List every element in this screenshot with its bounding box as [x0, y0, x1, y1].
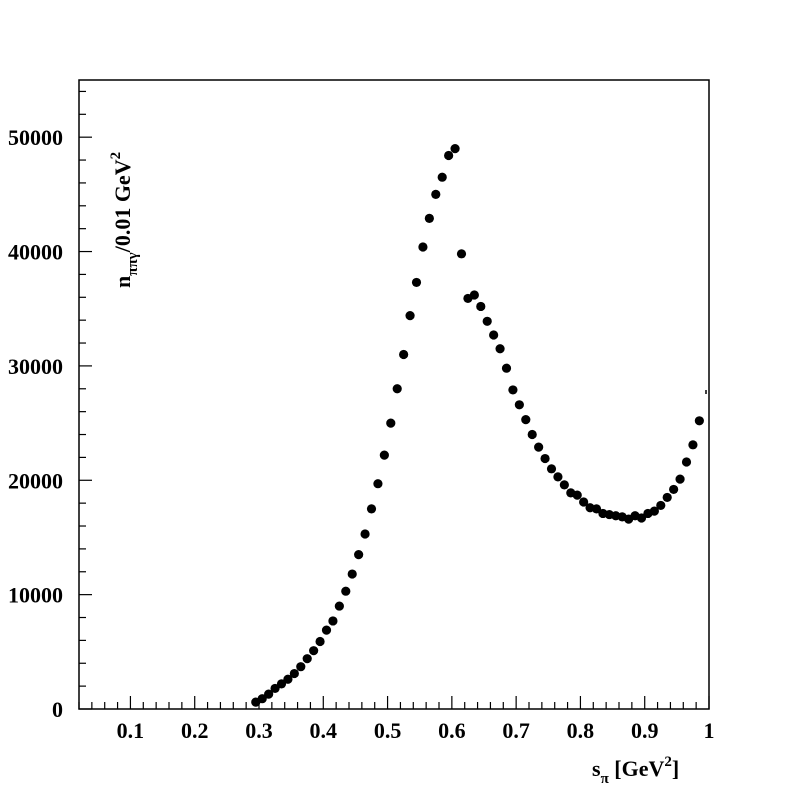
data-point [366, 504, 377, 514]
y-axis: 0 10000 20000 30000 40000 50000 [8, 90, 92, 722]
data-point [553, 472, 563, 482]
data-point [579, 497, 589, 507]
data-point [444, 150, 454, 161]
data-point [681, 457, 692, 467]
data-point [276, 679, 287, 689]
y-tick-label: 0 [52, 697, 63, 722]
x-axis-title: sπ [GeV2] [592, 754, 679, 787]
x-tick-label: 0.2 [181, 718, 209, 743]
data-point [669, 484, 679, 495]
data-point [675, 474, 685, 484]
data-point [591, 504, 602, 514]
x-axis: 0.1 0.2 0.3 0.4 0.5 0.6 0.7 0.8 0.9 1 [78, 696, 715, 743]
data-points [251, 144, 704, 707]
data-point [649, 506, 659, 516]
x-tick-label: 0.8 [567, 718, 595, 743]
data-point [302, 654, 312, 664]
data-point [489, 330, 499, 340]
data-point [399, 349, 409, 360]
data-point [476, 301, 486, 312]
y-tick-label: 20000 [8, 468, 63, 493]
data-point [540, 453, 550, 464]
plot-frame [78, 79, 710, 710]
x-tick-label: 1 [704, 718, 715, 743]
data-point [347, 569, 357, 579]
data-point [411, 277, 422, 288]
data-point [270, 683, 280, 694]
data-point [656, 500, 666, 511]
data-point [373, 479, 383, 489]
x-tick-label: 0.9 [631, 718, 659, 743]
x-tick-label: 0.7 [502, 718, 530, 743]
data-point [431, 189, 441, 199]
data-point [379, 450, 389, 460]
data-point [527, 429, 537, 440]
x-tick-label: 0.5 [374, 718, 402, 743]
data-point [296, 662, 306, 672]
x-tick-label: 0.6 [438, 718, 466, 743]
data-point [514, 400, 524, 410]
data-point [521, 415, 531, 425]
data-point [418, 242, 428, 252]
y-tick-label: 40000 [8, 240, 63, 265]
data-point [328, 616, 338, 626]
data-point [688, 440, 698, 450]
data-point [456, 249, 467, 259]
data-point [501, 363, 512, 373]
data-point [559, 480, 569, 490]
data-point [283, 674, 293, 684]
data-point [424, 213, 434, 223]
data-point [546, 464, 557, 474]
data-point [257, 694, 267, 704]
data-point [264, 689, 274, 699]
y-tick-label: 30000 [8, 354, 63, 379]
data-point [508, 385, 518, 395]
x-tick-label: 0.3 [245, 718, 273, 743]
data-point [469, 290, 479, 300]
data-point [694, 416, 704, 426]
data-point [405, 310, 415, 321]
data-point [392, 384, 402, 394]
data-point [437, 172, 447, 182]
data-point [360, 529, 370, 539]
data-point [534, 442, 544, 452]
data-point [636, 513, 647, 523]
data-point [354, 550, 364, 560]
y-axis-title: nππγ/0.01 GeV2 [108, 152, 141, 288]
x-tick-label: 0.4 [310, 718, 338, 743]
x-tick-label: 0.1 [117, 718, 145, 743]
y-tick-label: 10000 [8, 583, 63, 608]
data-point [386, 418, 396, 428]
data-point [450, 144, 460, 154]
data-point [495, 344, 505, 354]
data-point [662, 492, 672, 503]
data-point [341, 586, 351, 596]
data-point [309, 646, 319, 656]
data-point [315, 636, 325, 647]
data-point [289, 668, 299, 679]
data-point [482, 316, 492, 326]
data-point [321, 625, 332, 635]
data-point [572, 490, 582, 500]
y-tick-label: 50000 [8, 125, 63, 150]
data-point [334, 601, 344, 611]
